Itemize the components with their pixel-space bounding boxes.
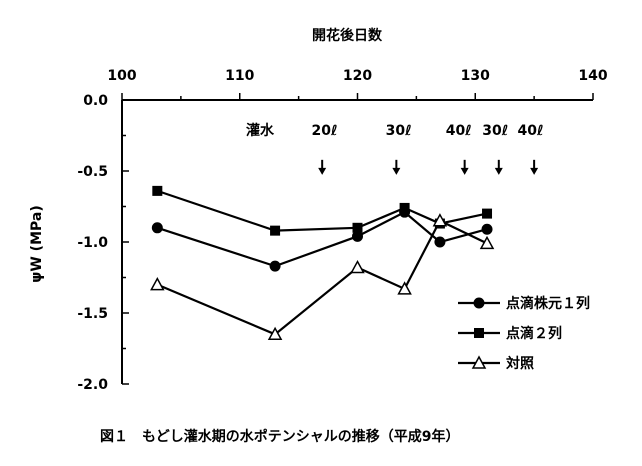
legend-marker — [474, 328, 484, 338]
x-tick-label: 120 — [343, 68, 372, 84]
irrigation-amount-label: 40ℓ — [518, 123, 544, 139]
arrow-head — [460, 167, 469, 175]
down-arrow-icon — [530, 159, 539, 175]
arrow-head — [318, 167, 327, 175]
legend-entry: 点滴２列 — [458, 325, 562, 342]
down-arrow-icon — [318, 159, 327, 175]
data-point — [432, 213, 448, 227]
series-line — [156, 210, 488, 268]
data-point — [397, 281, 412, 295]
legend-label: 対照 — [505, 355, 534, 372]
irrigation-amount-label: 30ℓ — [386, 123, 412, 139]
irrigation-amount-label: 30ℓ — [482, 123, 508, 139]
series-line — [156, 189, 488, 232]
y-tick-label: -0.5 — [77, 164, 108, 180]
annotations: 灌水 20ℓ 30ℓ 40ℓ 30ℓ 40ℓ — [246, 122, 544, 175]
data-point — [152, 185, 163, 196]
x-tick-label: 140 — [578, 68, 607, 84]
data-point — [434, 236, 446, 248]
series-triangle — [150, 213, 495, 341]
x-tick-label: 130 — [461, 68, 490, 84]
y-tick-label: 0.0 — [83, 93, 108, 109]
figure-caption: 図１ もどし灌水期の水ポテンシャルの推移（平成9年） — [100, 428, 459, 445]
data-point — [350, 259, 365, 274]
down-arrow-icon — [460, 159, 469, 175]
data-point — [151, 222, 163, 234]
irrigation-amount-label: 20ℓ — [311, 123, 337, 139]
axes: 100 110 120 130 140 0.0 -0.5 -1.0 -1.5 -2.0 — [77, 68, 607, 393]
irrigation-amount-label: 40ℓ — [446, 123, 472, 139]
data-point — [269, 260, 281, 272]
data-point — [267, 326, 283, 341]
data-point — [479, 235, 495, 250]
y-tick-label: -2.0 — [77, 377, 108, 393]
legend-label: 点滴株元１列 — [506, 295, 590, 312]
arrow-head — [530, 167, 539, 175]
y-axis-label: ψW (MPa) — [29, 205, 45, 283]
arrow-head — [494, 167, 503, 175]
legend-marker — [473, 297, 485, 309]
series-line — [156, 219, 488, 336]
data-point — [481, 223, 493, 235]
y-tick-label: -1.5 — [77, 306, 108, 322]
legend-marker — [471, 355, 487, 369]
series-layer — [150, 185, 495, 341]
x-tick-label: 110 — [225, 68, 254, 84]
down-arrow-icon — [392, 159, 401, 175]
legend-label: 点滴２列 — [506, 325, 562, 342]
legend-entry: 点滴株元１列 — [458, 295, 590, 312]
data-point — [150, 277, 165, 291]
data-point — [270, 225, 281, 236]
legend-entry: 対照 — [458, 355, 534, 372]
data-point — [352, 222, 363, 233]
down-arrow-icon — [494, 159, 503, 175]
x-axis-label: 開花後日数 — [312, 27, 383, 44]
data-point — [352, 230, 363, 242]
arrow-head — [392, 167, 401, 175]
y-tick-label: -1.0 — [77, 235, 108, 251]
data-point — [399, 202, 410, 213]
data-point — [482, 208, 493, 219]
series-square — [152, 185, 493, 236]
x-tick-label: 100 — [107, 68, 136, 84]
irrigation-label: 灌水 — [246, 122, 275, 139]
series-circle — [151, 206, 493, 272]
